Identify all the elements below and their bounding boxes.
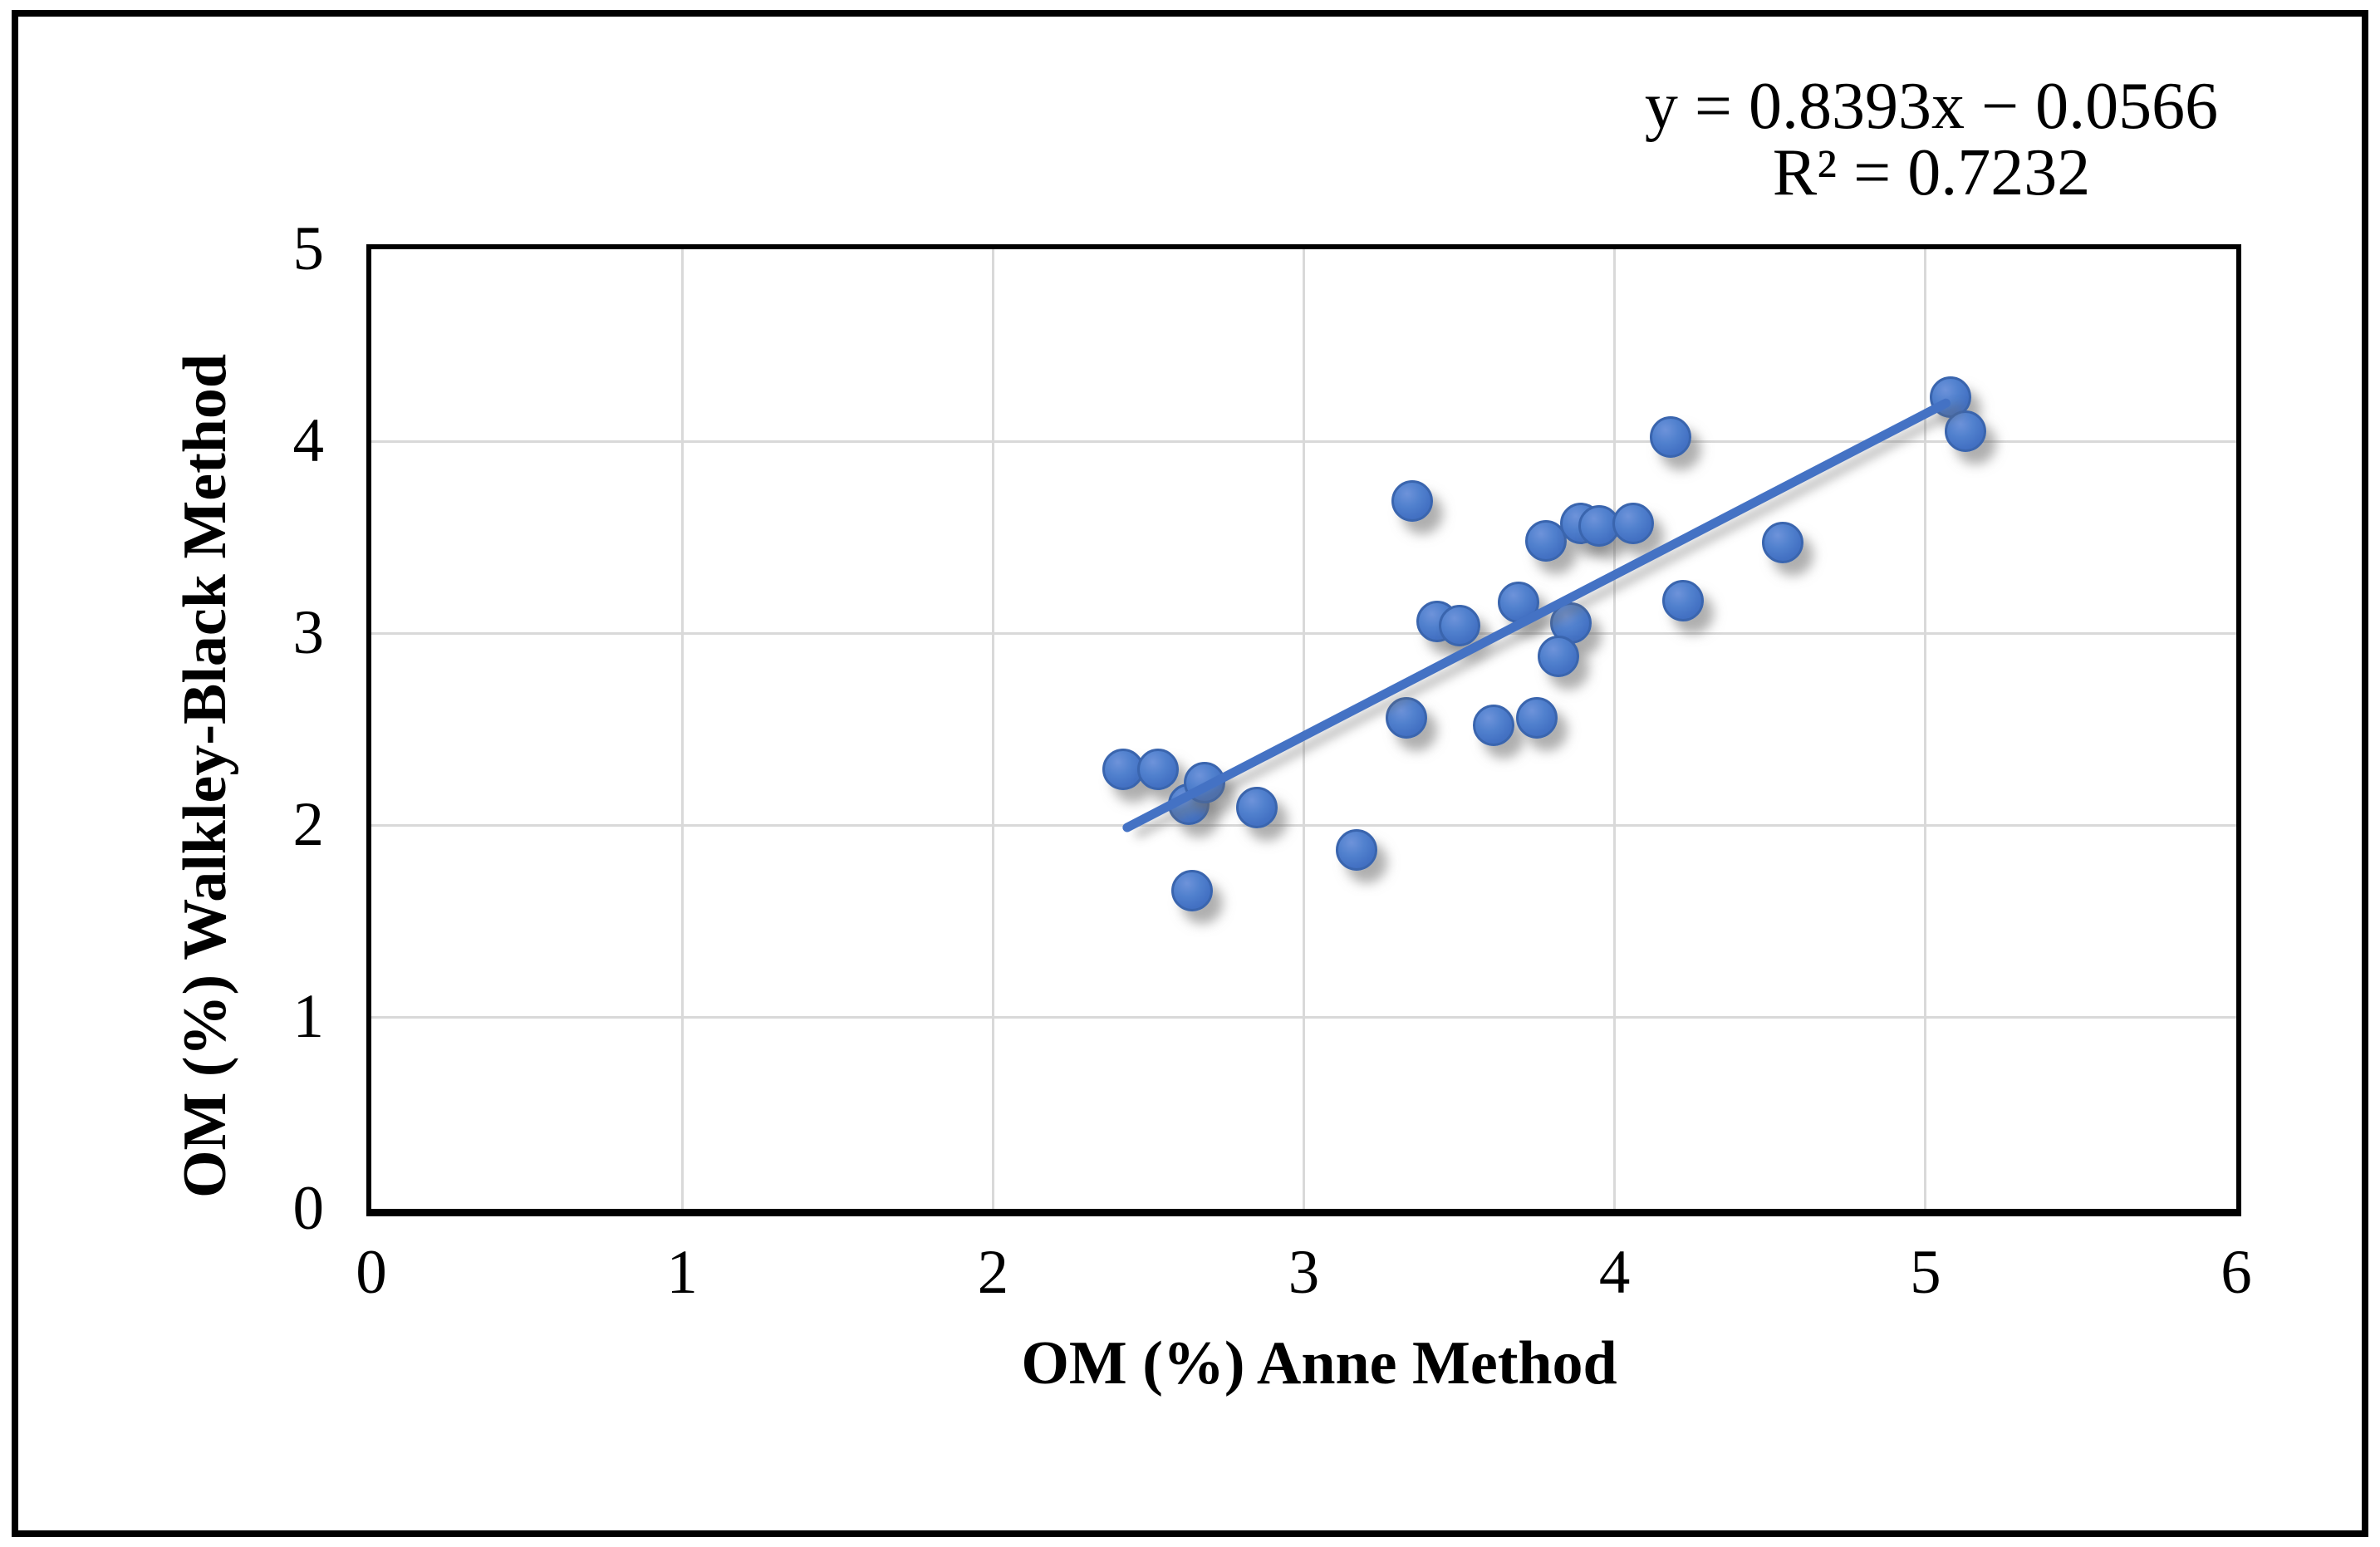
data-point	[1336, 829, 1378, 872]
x-tick-label: 1	[666, 1238, 698, 1307]
data-point	[1136, 749, 1179, 790]
vertical-gridline	[1924, 249, 1927, 1209]
x-tick-label: 5	[1910, 1238, 1941, 1307]
r-squared-line: R² = 0.7232	[1772, 136, 2091, 209]
horizontal-gridline	[371, 1015, 2236, 1019]
data-point	[1385, 696, 1427, 739]
equation-line: y = 0.8393x − 0.0566	[1644, 70, 2219, 143]
x-tick-label: 6	[2221, 1238, 2252, 1307]
horizontal-gridline	[371, 823, 2236, 827]
trendline	[1121, 397, 1953, 834]
data-point	[1391, 479, 1434, 522]
y-tick-label: 1	[292, 982, 325, 1051]
y-tick-label: 4	[292, 406, 325, 475]
data-point	[1236, 787, 1278, 829]
data-point	[1761, 522, 1803, 564]
vertical-gridline	[1613, 249, 1617, 1209]
data-point	[1438, 604, 1480, 646]
plot-area	[366, 244, 2241, 1216]
vertical-gridline	[991, 249, 994, 1209]
data-point	[1170, 869, 1213, 911]
data-point	[1612, 503, 1655, 545]
data-point	[1945, 410, 1987, 453]
y-tick-label: 0	[292, 1174, 325, 1243]
vertical-gridline	[1303, 249, 1305, 1209]
data-point	[1538, 635, 1580, 677]
trendline-equation: y = 0.8393x − 0.0566 R² = 0.7232	[1558, 73, 2305, 206]
data-point	[1472, 704, 1514, 746]
y-tick-label: 2	[292, 790, 325, 859]
x-tick-label: 0	[356, 1238, 387, 1307]
x-tick-label: 4	[1598, 1238, 1631, 1307]
chart-outer-border	[12, 10, 2368, 1537]
x-axis-title: OM (%) Anne Method	[1021, 1329, 1617, 1397]
y-tick-label: 3	[292, 598, 325, 667]
horizontal-gridline	[371, 440, 2236, 443]
x-tick-label: 3	[1288, 1238, 1320, 1307]
data-point	[1650, 416, 1692, 459]
horizontal-gridline	[371, 631, 2236, 635]
x-tick-label: 2	[977, 1238, 1009, 1307]
y-tick-label: 5	[292, 214, 325, 283]
data-point	[1661, 579, 1704, 621]
data-point	[1516, 696, 1558, 739]
vertical-gridline	[680, 249, 684, 1209]
